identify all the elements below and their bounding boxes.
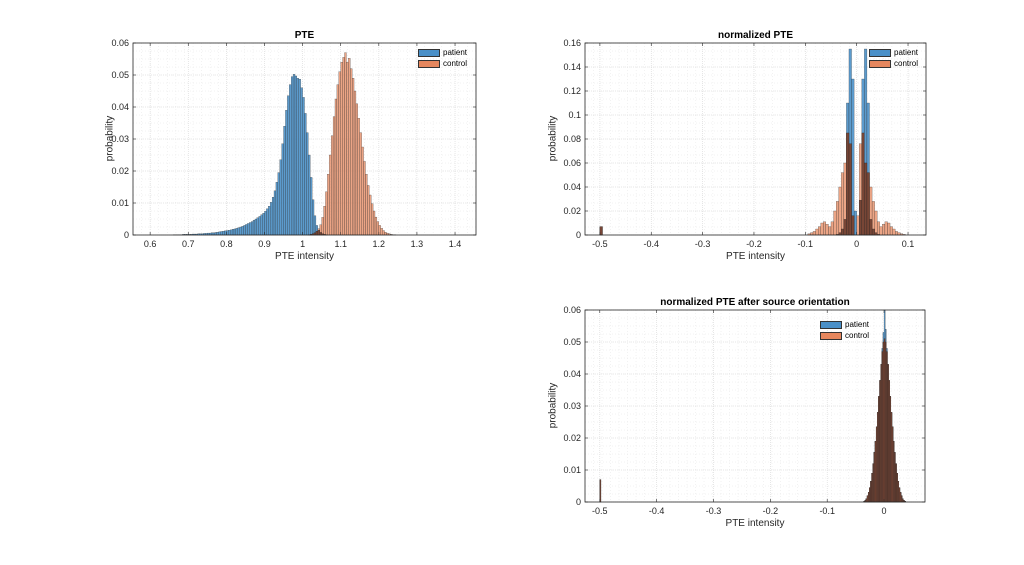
legend-item-patient: patient [869,47,918,58]
svg-text:-0.1: -0.1 [798,239,814,249]
chart-title: normalized PTE [717,30,793,41]
x-axis-label: PTE intensity [275,251,334,262]
chart-title: normalized PTE after source orientation [660,297,850,308]
legend-item-patient: patient [418,47,467,58]
svg-text:-0.2: -0.2 [746,239,762,249]
svg-text:0.02: 0.02 [563,433,581,443]
svg-text:0.05: 0.05 [563,337,581,347]
legend-item-control: control [869,58,918,69]
svg-text:1.3: 1.3 [411,239,424,249]
control-swatch-icon [820,331,842,340]
svg-text:0.1: 0.1 [568,110,581,120]
svg-text:0.04: 0.04 [563,182,581,192]
svg-text:0: 0 [576,497,581,507]
control-swatch-icon [869,59,891,68]
legend: patient control [869,47,918,69]
svg-text:-0.5: -0.5 [592,506,608,516]
legend: patient control [820,319,869,341]
patient-swatch-icon [869,48,891,57]
svg-text:0.08: 0.08 [563,134,581,144]
svg-text:1.1: 1.1 [334,239,347,249]
svg-text:-0.3: -0.3 [706,506,722,516]
svg-text:0.02: 0.02 [111,166,129,176]
svg-text:0: 0 [576,230,581,240]
legend-item-control: control [820,330,869,341]
legend-item-control: control [418,58,467,69]
svg-text:0.7: 0.7 [182,239,195,249]
svg-text:0: 0 [854,239,859,249]
x-axis-label: PTE intensity [726,251,785,262]
svg-text:-0.3: -0.3 [695,239,711,249]
svg-text:0.06: 0.06 [563,305,581,315]
svg-text:1.4: 1.4 [449,239,462,249]
chart-title: PTE [294,30,315,41]
svg-text:-0.4: -0.4 [649,506,665,516]
svg-text:0.14: 0.14 [563,62,581,72]
svg-text:0.12: 0.12 [563,86,581,96]
svg-text:0.04: 0.04 [563,369,581,379]
control-swatch-icon [418,59,440,68]
svg-text:1.2: 1.2 [373,239,386,249]
svg-text:0: 0 [882,506,887,516]
svg-text:0.06: 0.06 [563,158,581,168]
svg-text:0.06: 0.06 [111,38,129,48]
legend: patient control [418,47,467,69]
svg-text:0.1: 0.1 [902,239,915,249]
svg-text:0.01: 0.01 [563,465,581,475]
svg-text:0: 0 [124,230,129,240]
svg-text:-0.1: -0.1 [819,506,835,516]
legend-item-patient: patient [820,319,869,330]
svg-text:0.9: 0.9 [258,239,271,249]
svg-text:-0.4: -0.4 [643,239,659,249]
svg-text:0.01: 0.01 [111,198,129,208]
patient-swatch-icon [418,48,440,57]
svg-text:0.8: 0.8 [220,239,233,249]
svg-text:0.6: 0.6 [144,239,157,249]
svg-text:0.04: 0.04 [111,102,129,112]
x-axis-label: PTE intensity [725,518,785,529]
svg-text:0.16: 0.16 [563,38,581,48]
svg-text:0.02: 0.02 [563,206,581,216]
svg-text:-0.2: -0.2 [763,506,779,516]
svg-text:0.03: 0.03 [111,134,129,144]
svg-text:0.03: 0.03 [563,401,581,411]
svg-text:-0.5: -0.5 [592,239,608,249]
svg-text:0.05: 0.05 [111,70,129,80]
patient-swatch-icon [820,320,842,329]
svg-text:1: 1 [300,239,305,249]
